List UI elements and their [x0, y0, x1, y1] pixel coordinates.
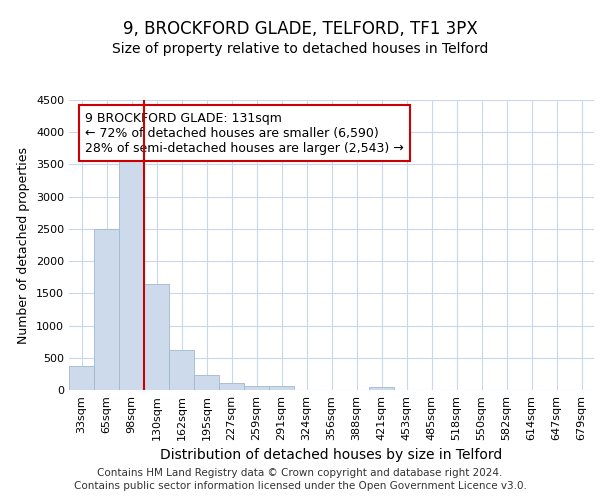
- Text: 9 BROCKFORD GLADE: 131sqm
← 72% of detached houses are smaller (6,590)
28% of se: 9 BROCKFORD GLADE: 131sqm ← 72% of detac…: [85, 112, 404, 154]
- Text: Contains public sector information licensed under the Open Government Licence v3: Contains public sector information licen…: [74, 481, 526, 491]
- Bar: [269, 386, 294, 390]
- X-axis label: Distribution of detached houses by size in Telford: Distribution of detached houses by size …: [160, 448, 503, 462]
- Text: Contains HM Land Registry data © Crown copyright and database right 2024.: Contains HM Land Registry data © Crown c…: [97, 468, 503, 477]
- Bar: [369, 387, 394, 390]
- Bar: [119, 148, 144, 390]
- Bar: [194, 374, 219, 390]
- Text: Size of property relative to detached houses in Telford: Size of property relative to detached ho…: [112, 42, 488, 56]
- Bar: [144, 284, 169, 390]
- Y-axis label: Number of detached properties: Number of detached properties: [17, 146, 31, 344]
- Bar: [244, 386, 269, 390]
- Text: 9, BROCKFORD GLADE, TELFORD, TF1 3PX: 9, BROCKFORD GLADE, TELFORD, TF1 3PX: [122, 20, 478, 38]
- Bar: [94, 229, 119, 390]
- Bar: [219, 383, 244, 390]
- Bar: [169, 350, 194, 390]
- Bar: [69, 366, 94, 390]
